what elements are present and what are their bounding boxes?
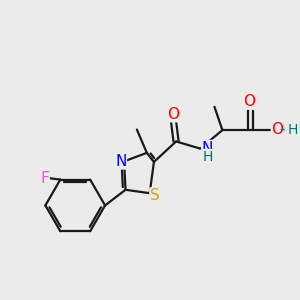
Text: N: N xyxy=(202,140,213,155)
Text: H: H xyxy=(288,122,298,136)
Text: H: H xyxy=(203,149,213,164)
Text: O: O xyxy=(272,122,284,137)
Text: O: O xyxy=(167,107,179,122)
Text: -: - xyxy=(279,122,285,137)
Text: N: N xyxy=(115,154,126,169)
Text: F: F xyxy=(40,171,49,186)
Text: O: O xyxy=(243,94,255,109)
Text: S: S xyxy=(150,188,160,203)
